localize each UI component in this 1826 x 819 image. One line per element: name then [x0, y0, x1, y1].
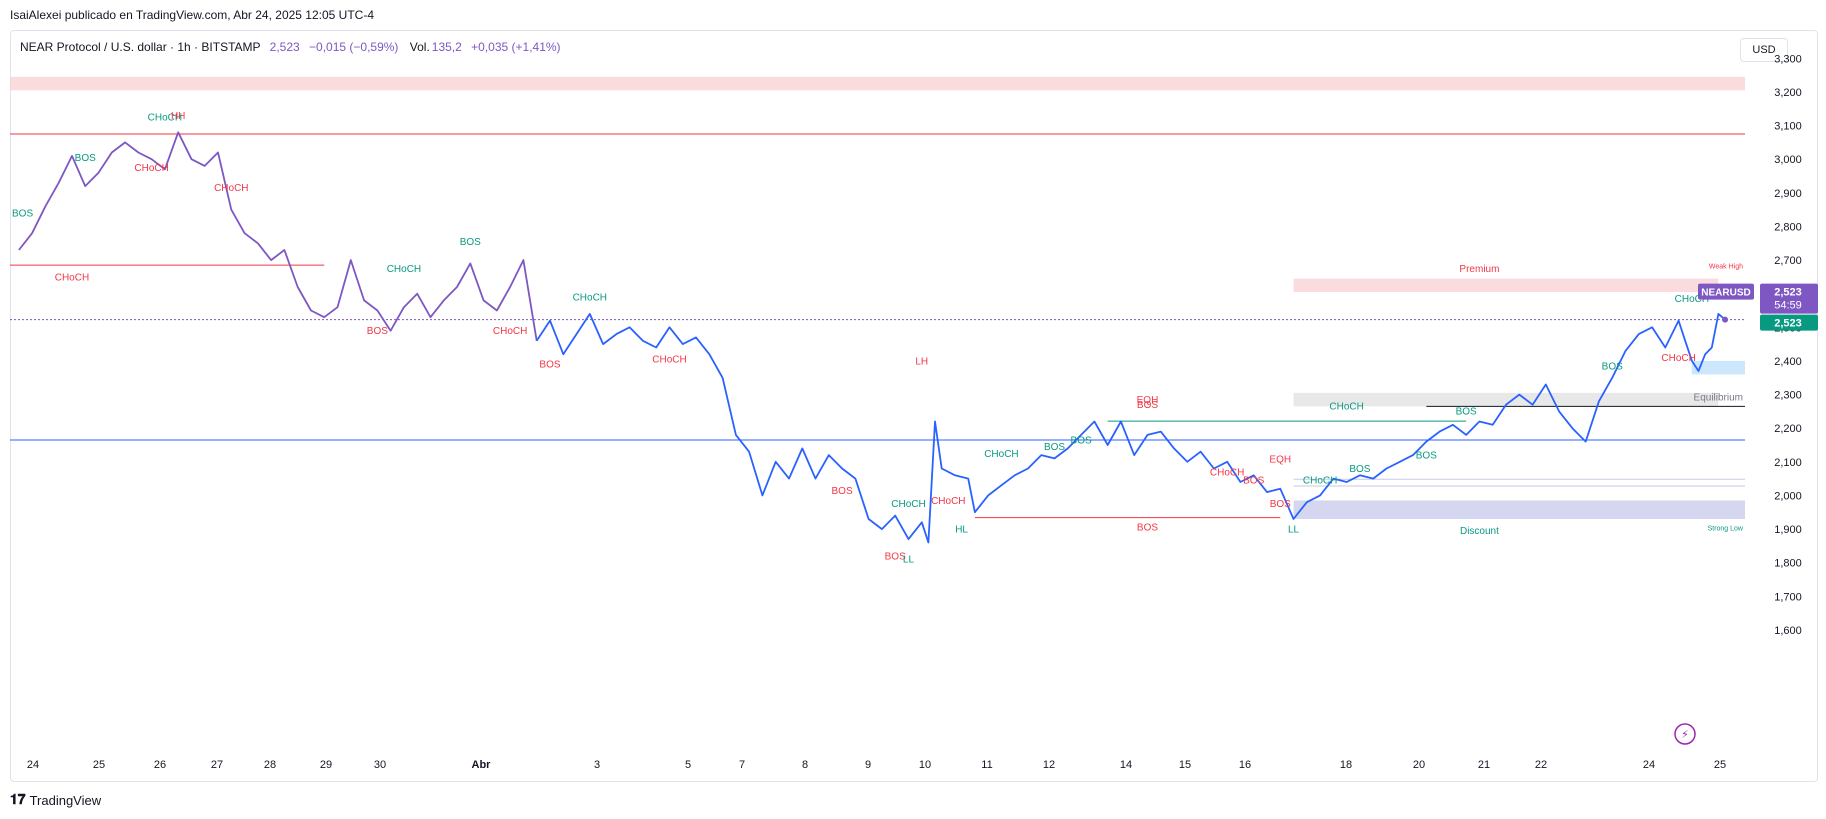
symbol-description[interactable]: NEAR Protocol / U.S. dollar · 1h · BITST… [20, 40, 261, 54]
footer-brand-label: TradingView [29, 792, 102, 808]
tradingview-logo-icon: 𝟏𝟕 [10, 792, 26, 808]
volume-change: +0,035 (+1,41%) [471, 40, 561, 54]
legend-change: −0,015 (−0,59%) [309, 40, 399, 54]
volume-value: 135,2 [431, 40, 462, 54]
chart-panel[interactable] [10, 30, 1818, 782]
currency-button[interactable]: USD [1740, 38, 1788, 62]
publisher-line: IsaiAlexei publicado en TradingView.com,… [10, 8, 374, 22]
volume-label: Vol. [409, 40, 430, 54]
legend-price: 2,523 [269, 40, 300, 54]
footer-brand[interactable]: 𝟏𝟕 TradingView [10, 792, 101, 808]
symbol-legend: NEAR Protocol / U.S. dollar · 1h · BITST… [20, 40, 561, 54]
